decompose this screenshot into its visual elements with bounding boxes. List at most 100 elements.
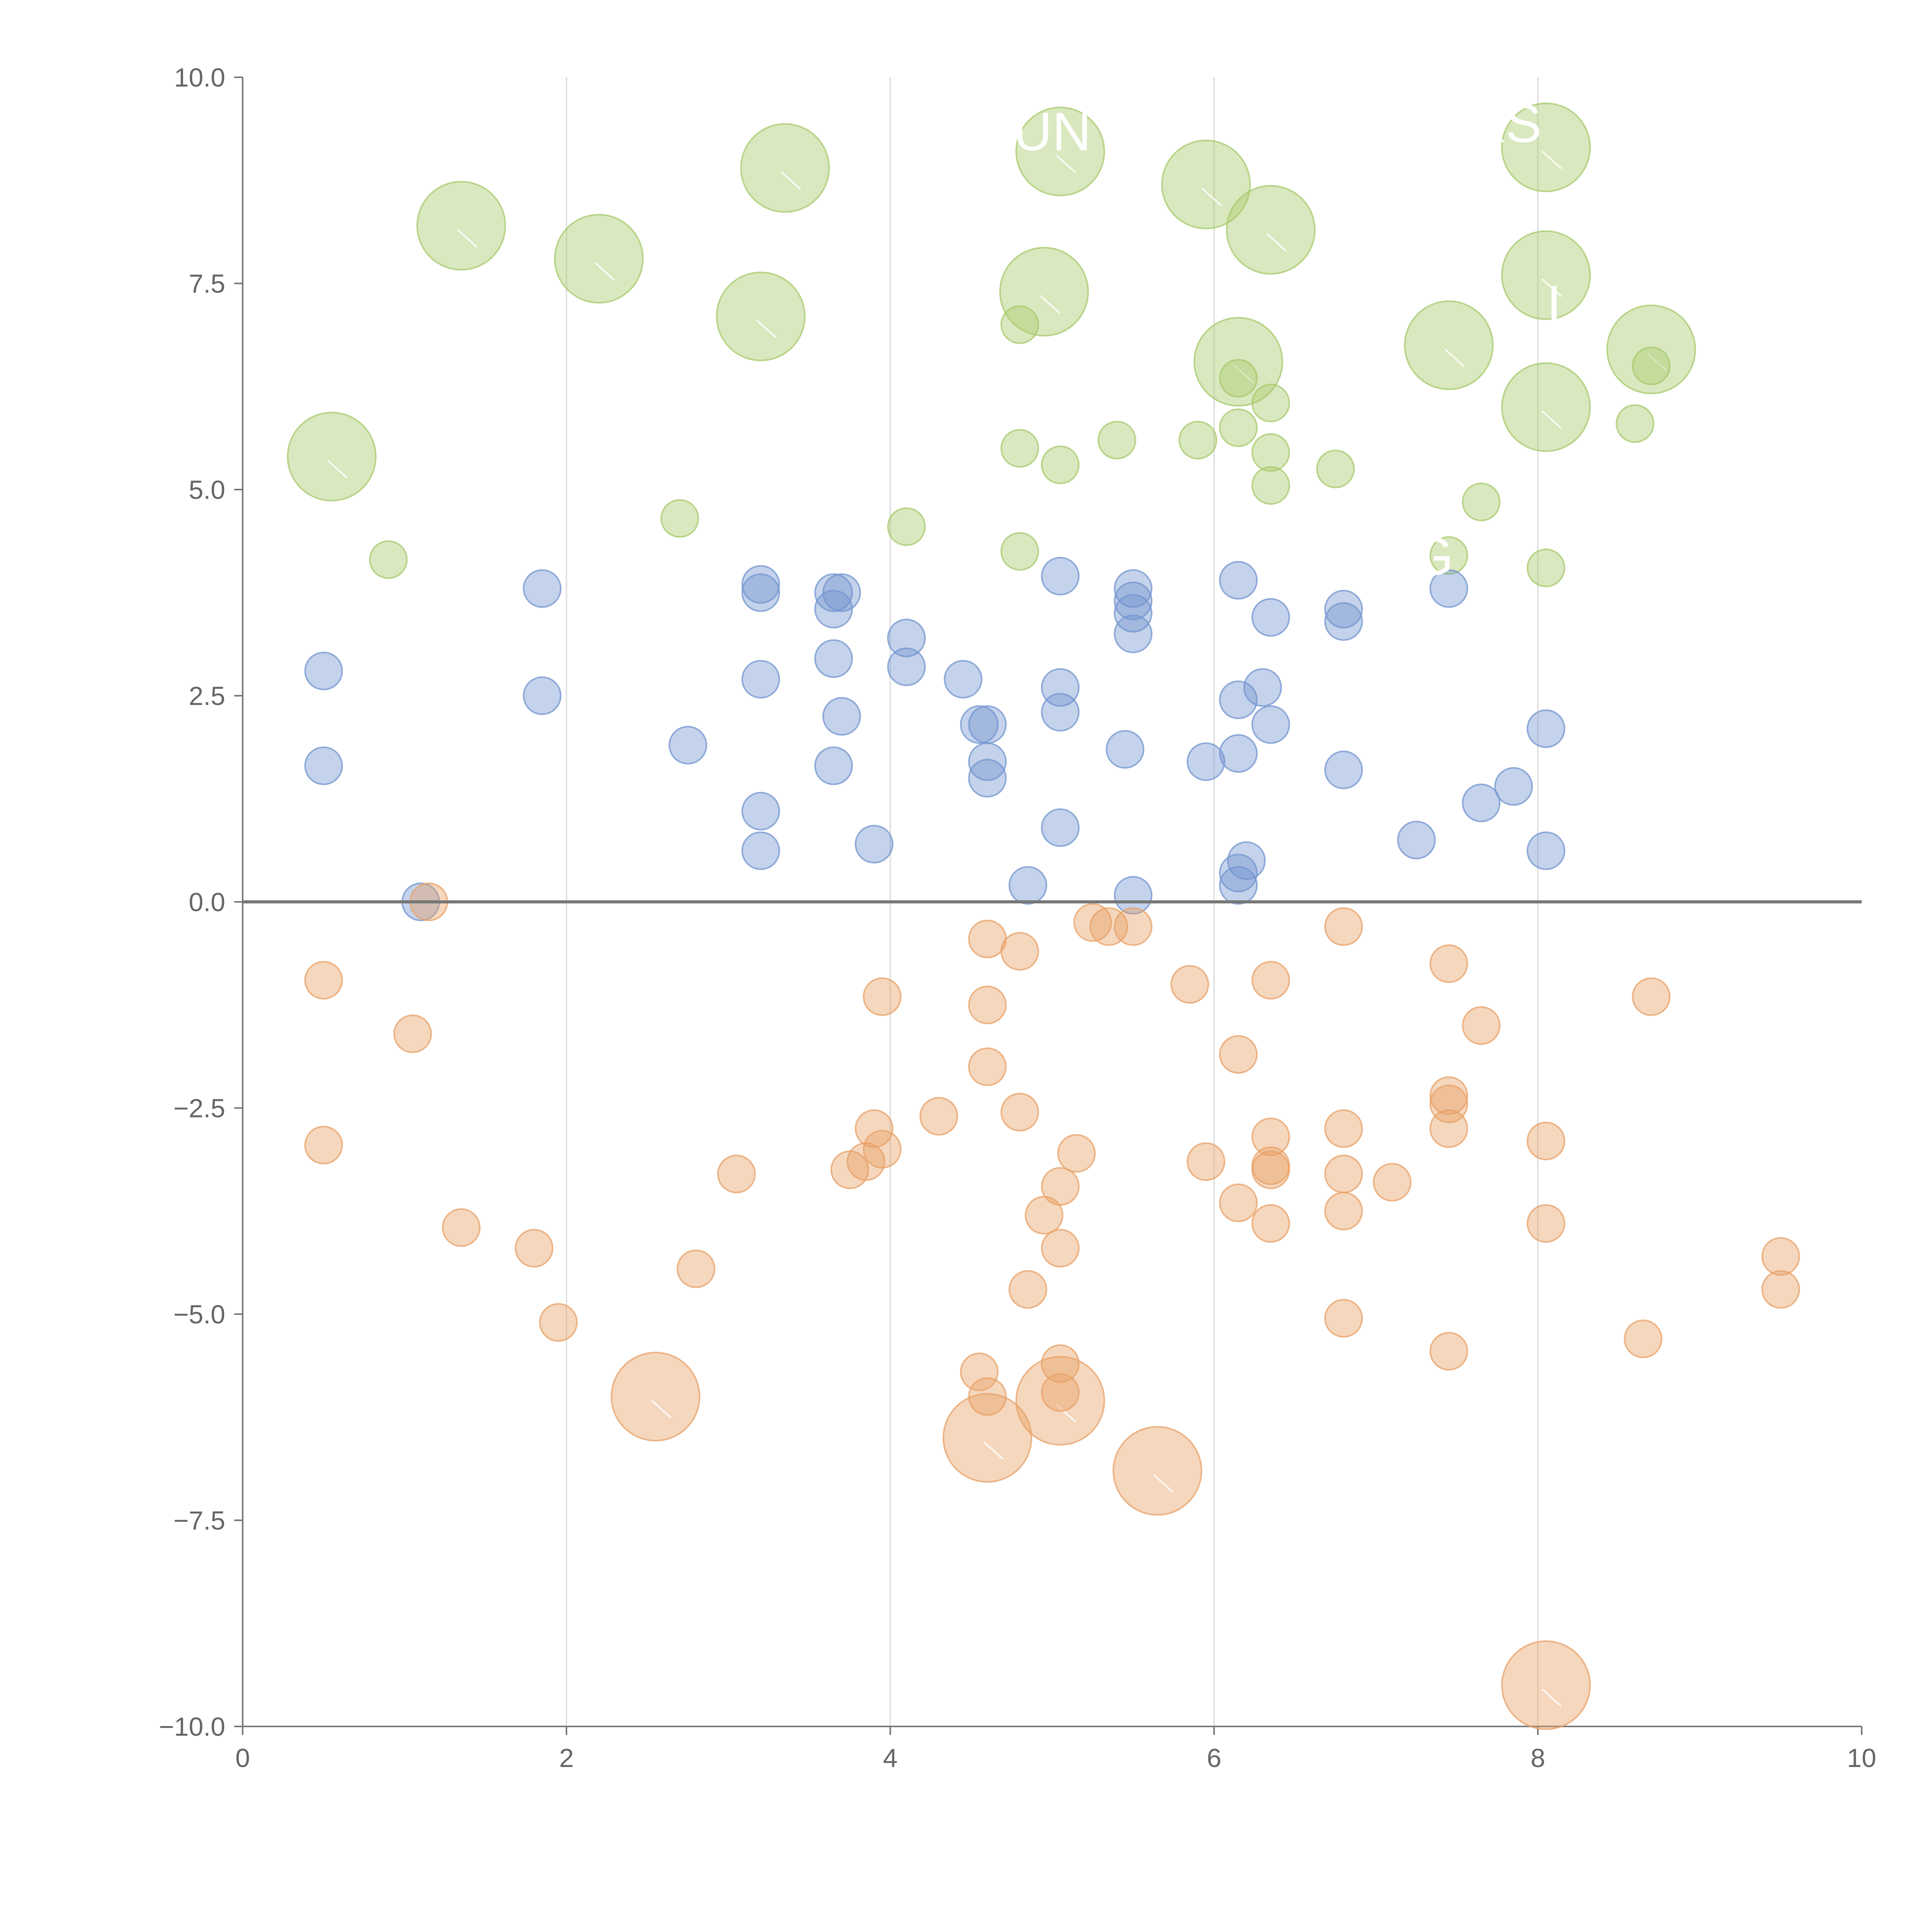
y-tick-label: 5.0: [189, 475, 225, 505]
orange-point: [515, 1229, 554, 1268]
orange-label-leader: [1153, 1474, 1173, 1493]
orange-point: [304, 1126, 343, 1165]
blue-point: [968, 742, 1007, 781]
orange-point: [1041, 1167, 1080, 1206]
orange-point: [1112, 1426, 1202, 1516]
green-label-leader: [1541, 150, 1562, 169]
green-point: [1501, 102, 1591, 192]
green-point: [716, 271, 806, 361]
green-point: [1193, 317, 1283, 407]
orange-point: [1000, 1093, 1039, 1132]
green-label-leader: [1444, 349, 1465, 367]
blue-point: [741, 573, 780, 612]
green-label-leader: [781, 171, 801, 190]
orange-point: [1089, 907, 1128, 946]
blue-point: [1041, 693, 1080, 732]
orange-point: [1187, 1142, 1226, 1181]
blue-point: [1187, 742, 1226, 781]
green-point: [369, 540, 408, 579]
y-tick-label: −2.5: [173, 1094, 225, 1123]
orange-point: [1015, 1356, 1105, 1446]
blue-point: [304, 651, 343, 690]
green-point: [1015, 107, 1105, 197]
orange-point: [1219, 1035, 1258, 1074]
orange-point: [1057, 1134, 1096, 1173]
orange-point: [1324, 1155, 1363, 1194]
green-point: [554, 214, 644, 304]
green-label-leader: [327, 460, 348, 479]
blue-point: [1114, 594, 1153, 633]
green-label-leader: [1056, 155, 1077, 173]
green-label-leader: [756, 320, 777, 338]
orange-point: [1324, 1192, 1363, 1231]
green-point: [1316, 449, 1355, 488]
green-point: [1000, 532, 1039, 571]
orange-point: [1251, 961, 1290, 1000]
point-annotation: XS: [1469, 93, 1542, 153]
green-label-leader: [1039, 295, 1060, 314]
orange-point: [1041, 1229, 1080, 1268]
orange-point: [919, 1097, 958, 1136]
green-point: [1429, 536, 1468, 575]
blue-point: [1251, 598, 1290, 637]
blue-point: [960, 705, 999, 744]
orange-point: [942, 1393, 1032, 1483]
y-tick-label: −7.5: [173, 1506, 225, 1536]
blue-point: [1114, 582, 1153, 621]
point-annotation: UN: [1013, 101, 1091, 162]
blue-point: [944, 660, 983, 699]
orange-point: [1429, 1109, 1468, 1148]
orange-point: [863, 977, 902, 1016]
orange-point: [1761, 1237, 1800, 1276]
green-point: [287, 412, 377, 502]
orange-point: [1526, 1121, 1565, 1160]
x-tick-label: 10: [1847, 1743, 1876, 1773]
orange-point: [1324, 1299, 1363, 1338]
orange-point: [717, 1155, 756, 1194]
orange-point: [677, 1249, 716, 1288]
blue-point: [1219, 854, 1258, 893]
green-point: [1219, 408, 1258, 447]
x-tick-label: 2: [559, 1743, 574, 1773]
x-tick-label: 8: [1531, 1743, 1545, 1773]
green-point: [1000, 429, 1039, 468]
green-point: [1616, 404, 1655, 443]
y-tick-label: 0.0: [189, 888, 225, 917]
green-label-leader: [1266, 233, 1287, 252]
orange-point: [968, 920, 1007, 959]
orange-point: [1462, 1006, 1501, 1045]
green-point: [660, 499, 699, 538]
points-layer: [287, 102, 1800, 1730]
blue-point: [1219, 734, 1258, 773]
orange-point: [1041, 1344, 1080, 1383]
orange-point: [1170, 965, 1209, 1004]
green-point: [1251, 466, 1290, 505]
blue-point: [1462, 783, 1501, 822]
orange-point: [1251, 1117, 1290, 1156]
blue-point: [668, 726, 707, 765]
x-tick-label: 4: [883, 1743, 898, 1773]
green-point: [1097, 420, 1136, 459]
orange-point: [1624, 1320, 1663, 1359]
green-point: [1226, 185, 1316, 275]
blue-point: [741, 831, 780, 870]
blue-point: [814, 590, 853, 629]
green-label-leader: [594, 262, 615, 281]
blue-point: [1324, 602, 1363, 641]
orange-point: [1324, 1109, 1363, 1148]
orange-point: [539, 1303, 578, 1342]
blue-point: [1219, 561, 1258, 600]
orange-point: [1041, 1373, 1080, 1412]
green-point: [1501, 362, 1591, 452]
orange-point: [1372, 1163, 1412, 1202]
green-point: [1041, 445, 1080, 484]
blue-point: [814, 639, 853, 678]
blue-point: [1243, 668, 1282, 707]
green-point: [1251, 433, 1290, 472]
blue-point: [523, 676, 562, 715]
orange-point: [968, 985, 1007, 1024]
blue-point: [855, 825, 894, 864]
blue-point: [1526, 709, 1565, 748]
blue-point: [1251, 705, 1290, 744]
